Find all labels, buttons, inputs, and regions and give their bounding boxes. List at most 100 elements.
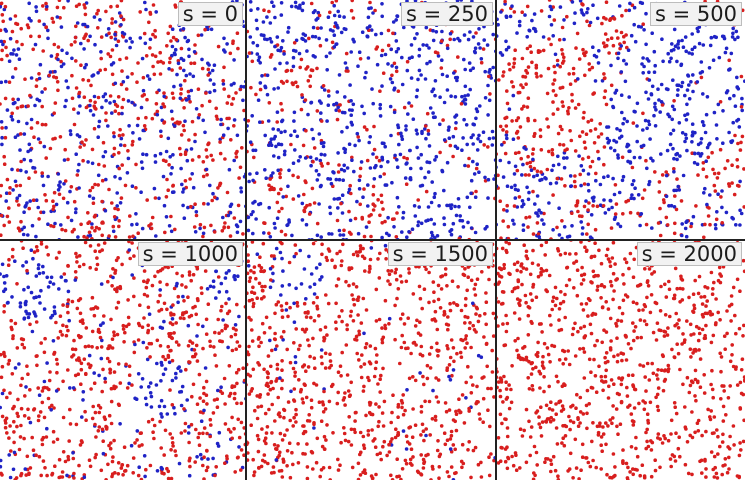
red-particle <box>619 382 624 387</box>
red-particle <box>127 373 132 377</box>
red-particle <box>448 308 453 313</box>
blue-particle <box>449 94 453 98</box>
red-particle <box>433 418 438 422</box>
red-particle <box>171 35 176 40</box>
blue-particle <box>54 202 59 207</box>
red-particle <box>367 270 371 274</box>
red-particle <box>557 328 561 333</box>
blue-particle <box>142 454 147 458</box>
blue-particle <box>57 287 61 291</box>
red-particle <box>276 300 281 304</box>
blue-particle <box>485 224 489 229</box>
red-particle <box>62 272 67 276</box>
red-particle <box>531 477 536 480</box>
red-particle <box>173 227 177 232</box>
red-particle <box>593 374 598 378</box>
red-particle <box>202 385 206 390</box>
blue-particle <box>174 376 178 380</box>
red-particle <box>448 301 452 306</box>
red-particle <box>677 435 681 439</box>
red-particle <box>119 196 124 200</box>
red-particle <box>513 48 517 52</box>
blue-particle <box>520 173 524 177</box>
red-particle <box>618 46 622 51</box>
blue-particle <box>238 219 243 224</box>
red-particle <box>302 301 307 306</box>
blue-particle <box>275 35 280 39</box>
red-particle <box>69 185 74 189</box>
red-particle <box>604 102 609 107</box>
blue-particle <box>293 148 297 152</box>
blue-particle <box>475 109 480 114</box>
blue-particle <box>461 136 465 140</box>
blue-particle <box>714 226 718 231</box>
blue-particle <box>359 160 364 164</box>
red-particle <box>372 147 377 152</box>
red-particle <box>358 430 363 435</box>
blue-particle <box>300 8 305 13</box>
red-particle <box>635 335 640 340</box>
blue-particle <box>185 158 190 163</box>
blue-particle <box>8 36 13 41</box>
red-particle <box>331 431 335 435</box>
red-particle <box>324 255 329 260</box>
blue-particle <box>138 36 143 40</box>
red-particle <box>550 408 555 412</box>
blue-particle <box>448 203 452 208</box>
red-particle <box>66 457 71 462</box>
blue-particle <box>289 133 293 138</box>
red-particle <box>359 321 364 325</box>
red-particle <box>145 280 149 285</box>
red-particle <box>197 372 202 377</box>
blue-particle <box>734 29 739 34</box>
red-particle <box>34 84 39 88</box>
blue-particle <box>153 153 158 158</box>
red-particle <box>498 376 503 380</box>
blue-particle <box>504 133 509 137</box>
red-particle <box>99 35 104 39</box>
blue-particle <box>446 128 451 132</box>
blue-particle <box>303 33 308 38</box>
red-particle <box>596 273 600 278</box>
red-particle <box>105 356 110 361</box>
red-particle <box>402 340 407 345</box>
red-particle <box>10 254 15 259</box>
red-particle <box>340 259 344 263</box>
blue-particle <box>478 104 482 108</box>
red-particle <box>422 461 426 465</box>
red-particle <box>260 321 265 326</box>
blue-particle <box>414 94 419 99</box>
blue-particle <box>479 57 484 61</box>
red-particle <box>424 267 428 272</box>
red-particle <box>730 163 734 167</box>
blue-particle <box>221 82 226 86</box>
red-particle <box>79 222 83 227</box>
red-particle <box>713 189 718 193</box>
red-particle <box>573 149 578 153</box>
blue-particle <box>452 71 456 75</box>
blue-particle <box>342 15 346 19</box>
blue-particle <box>579 164 584 168</box>
red-particle <box>501 128 505 132</box>
red-particle <box>741 439 745 444</box>
blue-particle <box>144 7 148 12</box>
blue-particle <box>249 212 254 217</box>
red-particle <box>62 5 66 10</box>
red-particle <box>131 234 135 239</box>
blue-particle <box>364 70 368 75</box>
red-particle <box>545 346 550 350</box>
red-particle <box>255 433 260 438</box>
red-particle <box>63 179 68 183</box>
red-particle <box>67 439 71 443</box>
red-particle <box>496 173 500 178</box>
blue-particle <box>500 143 504 147</box>
red-particle <box>579 240 583 244</box>
blue-particle <box>445 46 450 51</box>
red-particle <box>215 117 220 121</box>
blue-particle <box>685 102 689 107</box>
red-particle <box>150 283 155 288</box>
red-particle <box>15 168 20 172</box>
red-particle <box>256 361 260 365</box>
blue-particle <box>736 35 740 40</box>
blue-particle <box>467 61 472 65</box>
